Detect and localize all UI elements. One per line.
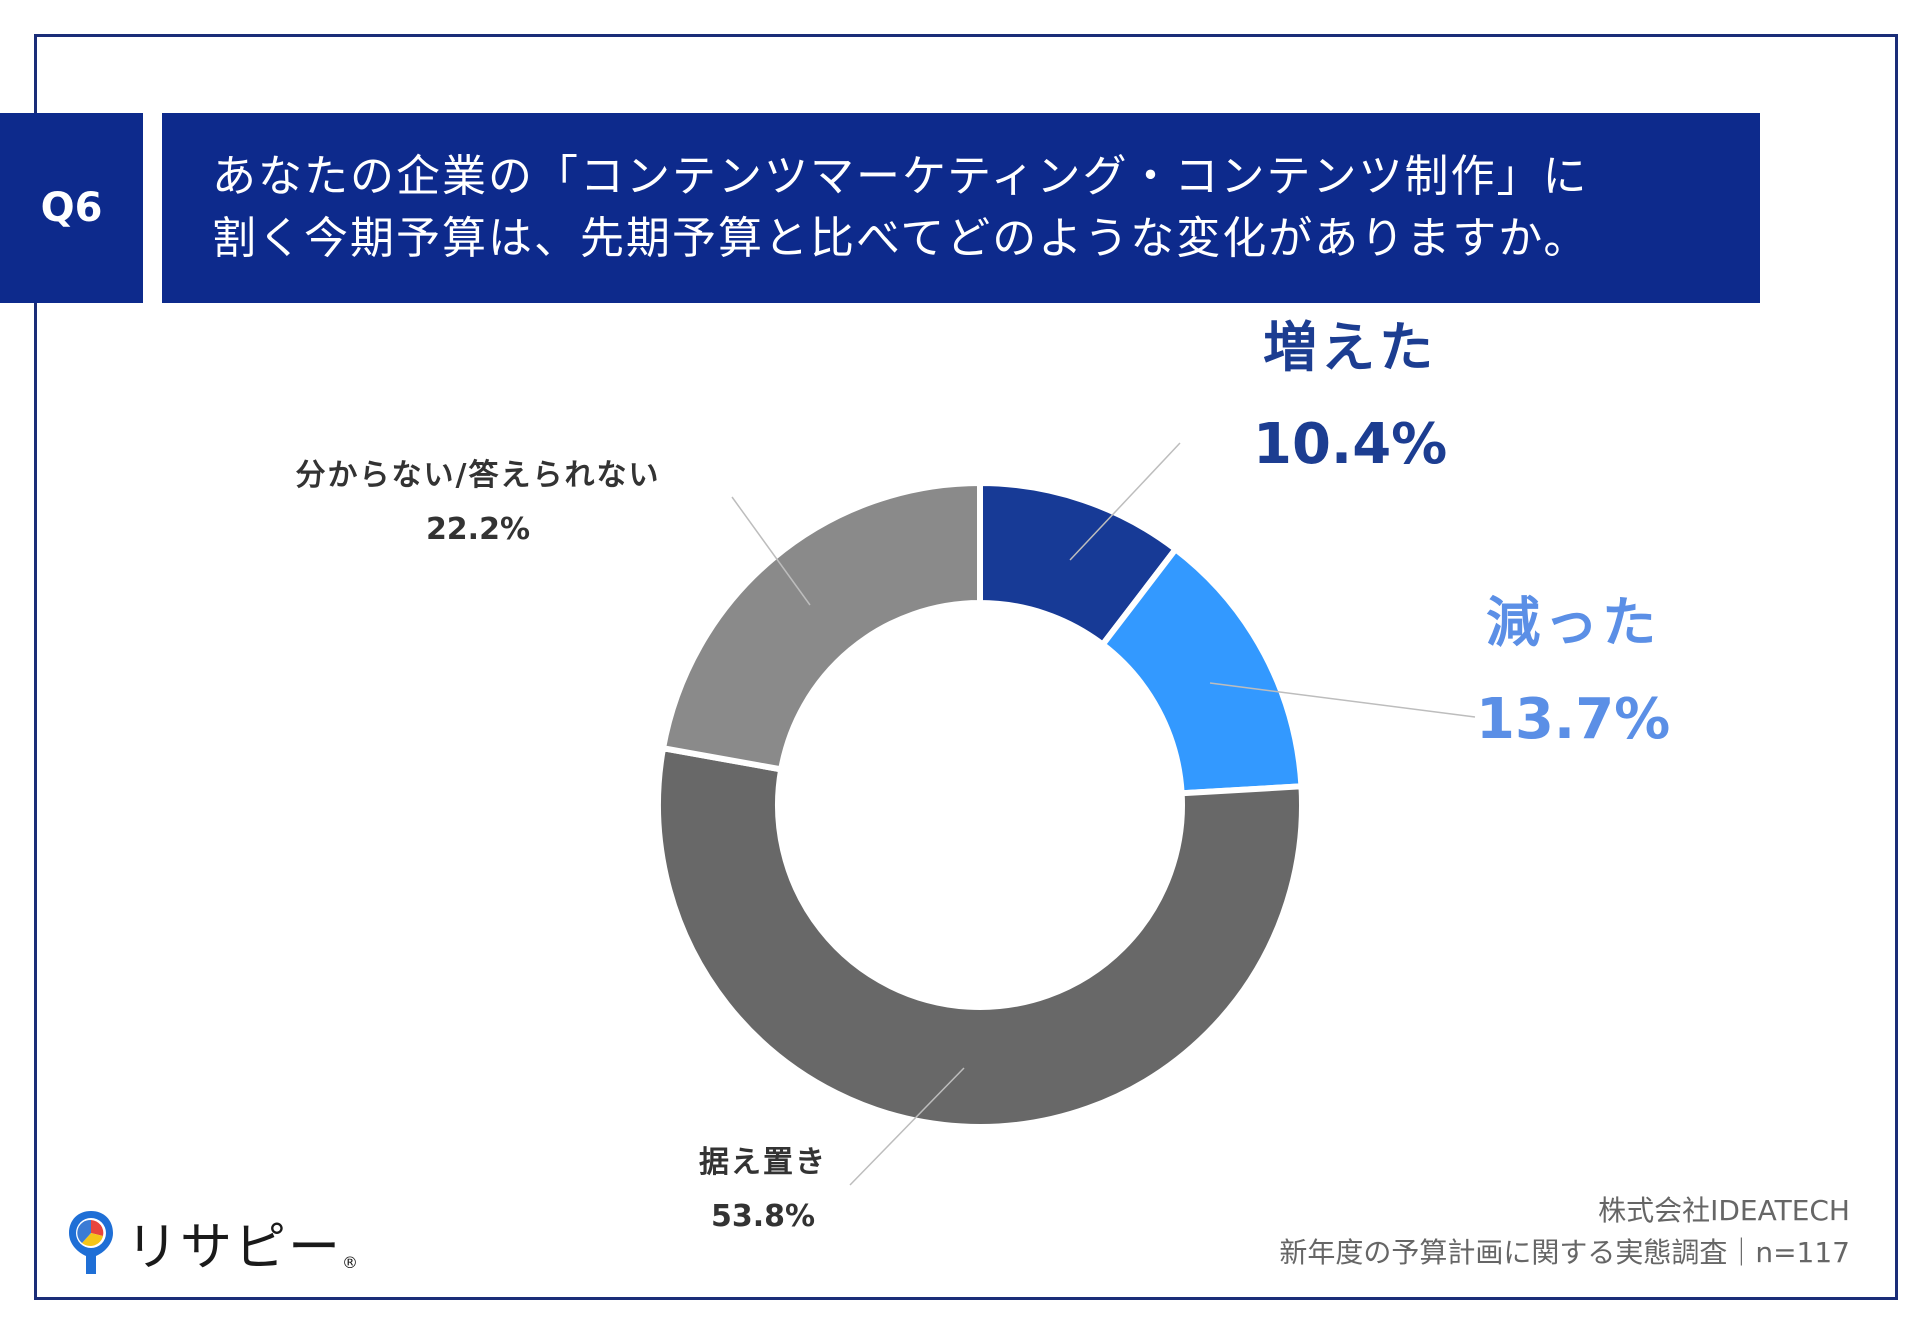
source-survey: 新年度の予算計画に関する実態調査｜n=117 [1279,1236,1850,1269]
logo-text: リサピー [126,1218,343,1278]
data-label-unchanged: 据え置き 53.8% [699,1137,827,1234]
leader-line-increased [1069,442,1181,561]
source-company: 株式会社IDEATECH [1598,1194,1850,1227]
question-number: Q6 [40,185,103,231]
value-label: 13.7% [1476,687,1671,752]
category-label: 据え置き [699,1144,827,1180]
question-title-line1: あなたの企業の「コンテンツマーケティング・コンテンツ制作」に [212,151,1589,202]
data-label-decreased: 減った 13.7% [1476,578,1670,752]
value-label: 22.2% [425,511,531,547]
leader-line-unchanged [849,1067,965,1186]
value-label: 10.4% [1253,412,1448,477]
data-label-unknown: 分からない/答えられない 22.2% [296,450,661,547]
question-title-bar: あなたの企業の「コンテンツマーケティング・コンテンツ制作」に 割く今期予算は、先… [162,113,1760,303]
source-note: 株式会社IDEATECH 新年度の予算計画に関する実態調査｜n=117 [1279,1190,1850,1274]
category-label: 減った [1486,591,1661,654]
risapi-logo: リサピー ® [66,1205,358,1280]
leader-line-unknown [731,496,811,606]
slice-unknown [659,479,983,773]
slice-unchanged [655,744,1305,1130]
location-pin-logo-icon [69,1210,113,1274]
value-label: 53.8% [710,1198,816,1234]
category-label: 増えた [1263,316,1438,379]
question-number-badge: Q6 [0,113,143,303]
question-title-line2: 割く今期予算は、先期予算と比べてどのような変化がありますか。 [212,213,1590,264]
category-label: 分からない/答えられない [295,457,661,493]
data-label-increased: 増えた 10.4% [1253,303,1447,477]
leader-line-decreased [1209,682,1476,718]
logo-registered-mark: ® [342,1253,359,1272]
slide-frame [34,34,1898,1300]
